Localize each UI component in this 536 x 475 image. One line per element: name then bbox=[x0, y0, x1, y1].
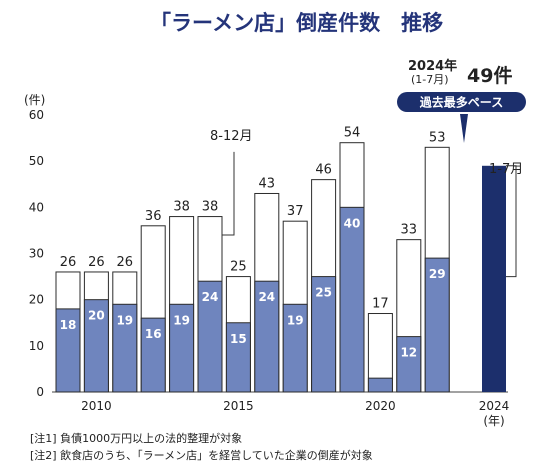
record-pace-badge bbox=[397, 92, 526, 112]
badge-pointer bbox=[460, 114, 468, 143]
bar-inner bbox=[55, 308, 81, 393]
bar-inner-label: 19 bbox=[173, 313, 190, 327]
bar-total-label: 38 bbox=[173, 200, 190, 215]
bar-inner bbox=[254, 280, 280, 393]
bar-inner-label: 19 bbox=[116, 313, 133, 327]
bar-inner-label: 40 bbox=[344, 216, 361, 230]
bar-inner-label: 20 bbox=[88, 309, 105, 323]
bar-total-label: 43 bbox=[259, 176, 276, 191]
bar-total-label: 17 bbox=[372, 297, 389, 312]
bar-inner-label: 18 bbox=[60, 318, 77, 332]
bar-total-label: 36 bbox=[145, 209, 162, 224]
bar-total-label: 26 bbox=[117, 255, 134, 270]
bar-total-label: 37 bbox=[287, 204, 304, 219]
footnote-2: [注2] 飲食店のうち、「ラーメン店」を経営していた企業の倒産が対象 bbox=[30, 448, 373, 462]
bar-total-label: 38 bbox=[202, 200, 219, 215]
bar-inner-label: 19 bbox=[287, 313, 304, 327]
bar-inner-label: 29 bbox=[429, 267, 446, 281]
annotations: 8-12月 1-7月 2024年 (1-7月) 49件 過去最多ペース bbox=[210, 58, 526, 278]
y-tick-label: 60 bbox=[29, 108, 44, 122]
x-tick-label: 2024 bbox=[479, 399, 510, 413]
x-tick-label: 2020 bbox=[365, 399, 396, 413]
bar-inner-label: 15 bbox=[230, 332, 247, 346]
bar-current-year bbox=[482, 165, 506, 392]
y-tick-label: 20 bbox=[29, 293, 44, 307]
bar-inner bbox=[311, 276, 337, 393]
annotation-current-year: 2024年 bbox=[408, 58, 457, 74]
bar-inner bbox=[339, 206, 365, 393]
bar-inner bbox=[169, 303, 195, 393]
bar-inner-label: 24 bbox=[202, 290, 219, 304]
bar-inner-label: 24 bbox=[258, 290, 275, 304]
x-axis: 2010 2015 2020 2024(年) bbox=[81, 399, 509, 428]
bar-inner bbox=[367, 377, 393, 393]
bar-inner bbox=[225, 322, 251, 393]
bars: 26 18 26 20 26 19 36 16 38 19 38 24 25 15 43 24 37 19 46 25… bbox=[55, 126, 506, 393]
bar-inner bbox=[424, 257, 450, 393]
y-unit-label: (件) bbox=[24, 93, 45, 107]
bar-total-label: 25 bbox=[230, 260, 247, 275]
bar-inner bbox=[282, 303, 308, 393]
bar-inner bbox=[197, 280, 223, 393]
annotation-current-value: 49件 bbox=[467, 64, 512, 87]
x-tick-label: 2010 bbox=[81, 399, 112, 413]
bar-total-label: 33 bbox=[401, 223, 418, 238]
bar-inner-label: 25 bbox=[315, 286, 332, 300]
y-tick-label: 30 bbox=[29, 247, 44, 261]
bar-total-label: 26 bbox=[60, 255, 77, 270]
footnotes: [注1] 負債1000万円以上の法的整理が対象 [注2] 飲食店のうち、「ラーメ… bbox=[30, 431, 373, 462]
annotation-current-period: (1-7月) bbox=[411, 73, 449, 86]
bar-inner-label: 12 bbox=[400, 346, 417, 360]
bar-total-label: 26 bbox=[88, 255, 105, 270]
y-tick-label: 40 bbox=[29, 200, 44, 214]
annotation-partial-range: 8-12月 bbox=[210, 129, 253, 144]
record-pace-badge-label: 過去最多ペース bbox=[419, 95, 503, 110]
bar-total-label: 53 bbox=[429, 130, 446, 145]
x-tick-label: 2015 bbox=[223, 399, 254, 413]
chart-title: 「ラーメン店」倒産件数 推移 bbox=[150, 11, 443, 35]
x-unit-label: (年) bbox=[483, 414, 504, 428]
bar-inner bbox=[83, 299, 109, 393]
bar-total-label: 54 bbox=[344, 126, 361, 141]
bar-total-label: 46 bbox=[315, 163, 332, 178]
bar-inner bbox=[140, 317, 166, 393]
bar-inner bbox=[112, 303, 138, 393]
y-tick-label: 0 bbox=[36, 385, 44, 399]
y-tick-label: 50 bbox=[29, 154, 44, 168]
footnote-1: [注1] 負債1000万円以上の法的整理が対象 bbox=[30, 431, 242, 445]
bar-inner bbox=[396, 336, 422, 393]
bar-inner-label: 16 bbox=[145, 327, 162, 341]
y-tick-label: 10 bbox=[29, 339, 44, 353]
partial-range-bracket bbox=[222, 151, 235, 236]
current-range-bracket bbox=[506, 165, 517, 278]
annotation-current-range: 1-7月 bbox=[489, 162, 523, 177]
